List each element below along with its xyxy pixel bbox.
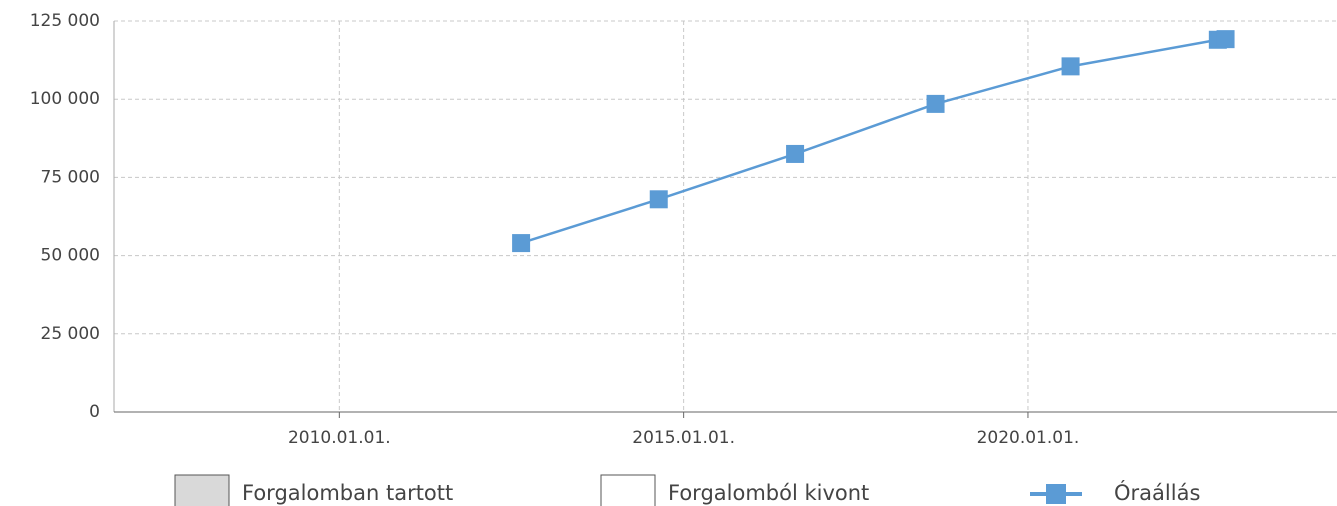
legend-marker — [1046, 484, 1066, 504]
legend-label: Forgalomban tartott — [242, 481, 453, 505]
legend-label: Óraállás — [1114, 480, 1200, 505]
marker — [786, 144, 805, 163]
y-tick-label: 125 000 — [30, 11, 100, 31]
y-tick-label: 75 000 — [41, 167, 100, 187]
marker — [926, 94, 945, 113]
x-tick-label: 2020.01.01. — [977, 428, 1080, 448]
x-tick-label: 2010.01.01. — [288, 428, 391, 448]
y-tick-label: 25 000 — [41, 324, 100, 344]
marker — [1061, 57, 1080, 76]
legend-label: Forgalomból kivont — [668, 481, 869, 505]
marker — [649, 190, 668, 209]
line — [520, 37, 1226, 245]
marker — [512, 234, 531, 253]
y-tick-label: 0 — [89, 402, 100, 422]
legend-swatch — [174, 474, 230, 506]
x-tick-label: 2015.01.01. — [632, 428, 735, 448]
legend-swatch — [600, 474, 656, 506]
y-tick-label: 100 000 — [30, 89, 100, 109]
marker — [1216, 30, 1235, 49]
y-tick-label: 50 000 — [41, 246, 100, 266]
